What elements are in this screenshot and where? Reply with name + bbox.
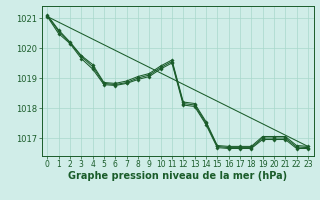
X-axis label: Graphe pression niveau de la mer (hPa): Graphe pression niveau de la mer (hPa)	[68, 171, 287, 181]
